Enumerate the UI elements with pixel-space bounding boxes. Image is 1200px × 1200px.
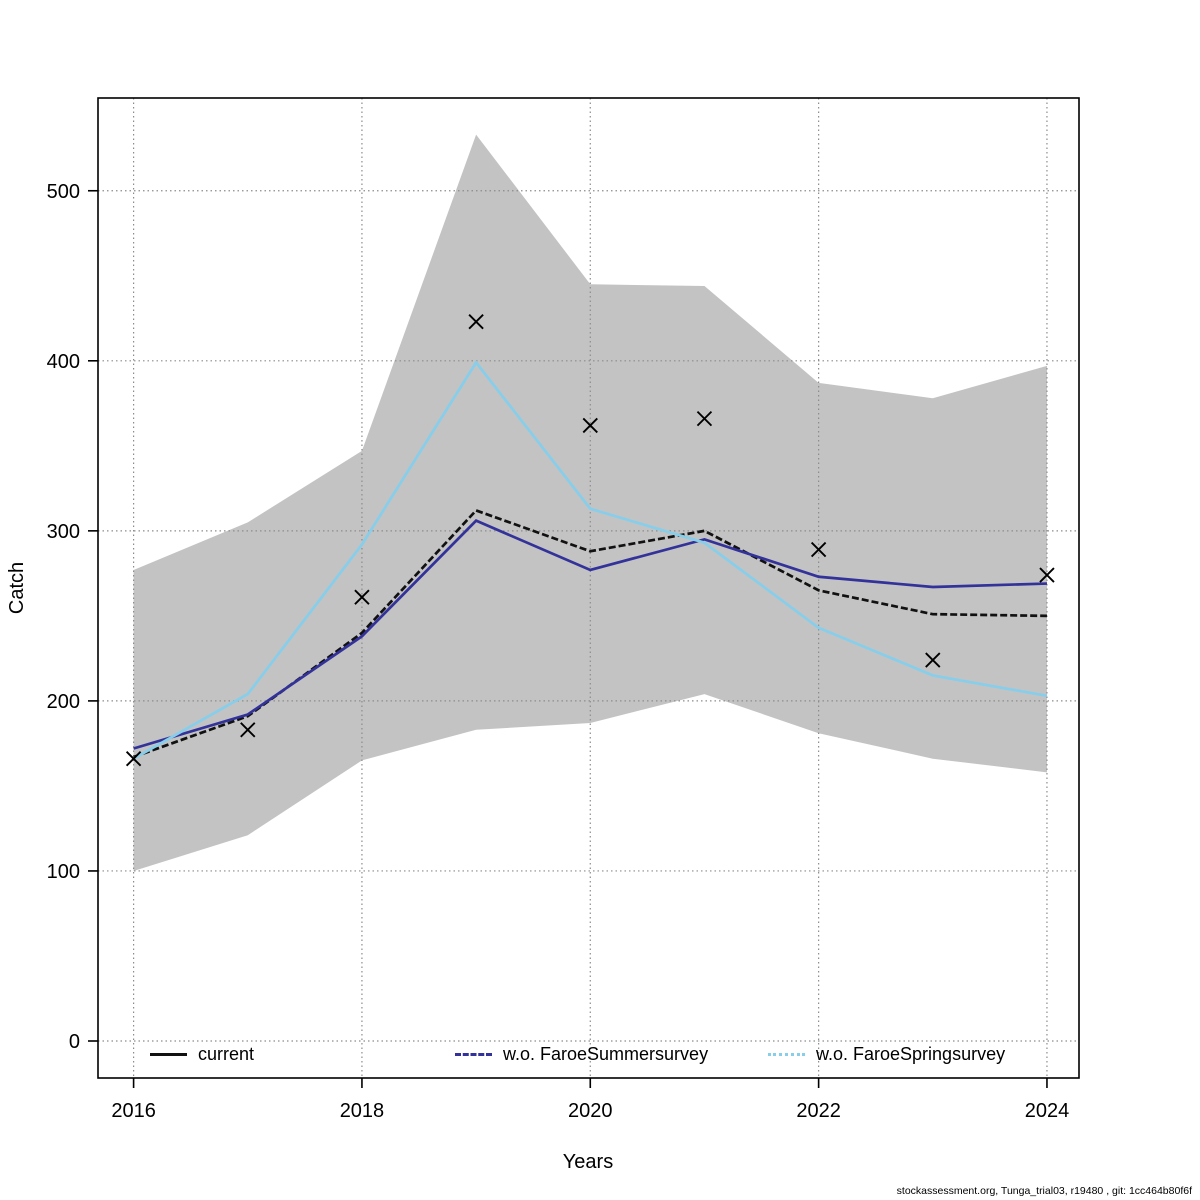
observation-layer [125, 314, 1055, 767]
observation-x-marker [354, 589, 370, 605]
series-line-w-o-faroesummersurvey [133, 519, 1048, 750]
confidence-band [133, 134, 1047, 871]
legend-item-wo-faroespringsurvey: w.o. FaroeSpringsurvey [768, 1044, 1005, 1064]
y-tick-label: 0 [69, 1031, 80, 1053]
x-tick-label: 2016 [111, 1100, 156, 1122]
observation-x-marker [810, 541, 827, 558]
x-axis-title: Years [563, 1151, 613, 1173]
observation-x-marker [696, 410, 713, 427]
y-axis-title: Catch [6, 562, 28, 614]
y-tick-label: 100 [47, 861, 80, 883]
y-tick-label: 300 [47, 521, 80, 543]
x-tick-label: 2018 [340, 1100, 385, 1122]
confidence-band-layer [133, 134, 1047, 871]
observation-x-marker [240, 722, 256, 738]
legend-label: w.o. FaroeSummersurvey [503, 1043, 709, 1064]
series-line-current [133, 508, 1047, 759]
series-layer [132, 360, 1048, 760]
observation-x-marker [125, 751, 142, 767]
observation-x-marker [468, 314, 484, 330]
y-tick-label: 500 [47, 181, 80, 203]
legend-line-sample-current [150, 1052, 187, 1056]
legend-line-sample-summersurvey [455, 1052, 492, 1056]
legend-line-sample-springsurvey [768, 1052, 805, 1056]
legend-label: current [198, 1043, 255, 1064]
observation-x-marker [582, 417, 598, 434]
plot-border [97, 97, 1080, 1079]
footer-credit: stockassessment.org, Tunga_trial03, r194… [896, 1185, 1192, 1197]
observation-x-marker [1039, 567, 1055, 583]
legend-label: w.o. FaroeSpringsurvey [816, 1043, 1006, 1064]
y-tick-label: 200 [47, 691, 80, 713]
gridline-layer [98, 98, 1079, 1078]
y-tick-label: 400 [47, 351, 80, 373]
legend-item-current: current [150, 1044, 254, 1064]
observation-x-marker [925, 652, 941, 668]
axis-layer: 0 100 200 300 400 500 2016 2018 2020 2022 2024 [47, 97, 1080, 1122]
legend-item-wo-faroesummersurvey: w.o. FaroeSummersurvey [455, 1044, 708, 1064]
x-tick-label: 2024 [1025, 1100, 1070, 1122]
series-line-w-o-faroespringsurvey [132, 360, 1048, 760]
x-tick-label: 2020 [568, 1100, 613, 1122]
x-tick-label: 2022 [796, 1100, 841, 1122]
